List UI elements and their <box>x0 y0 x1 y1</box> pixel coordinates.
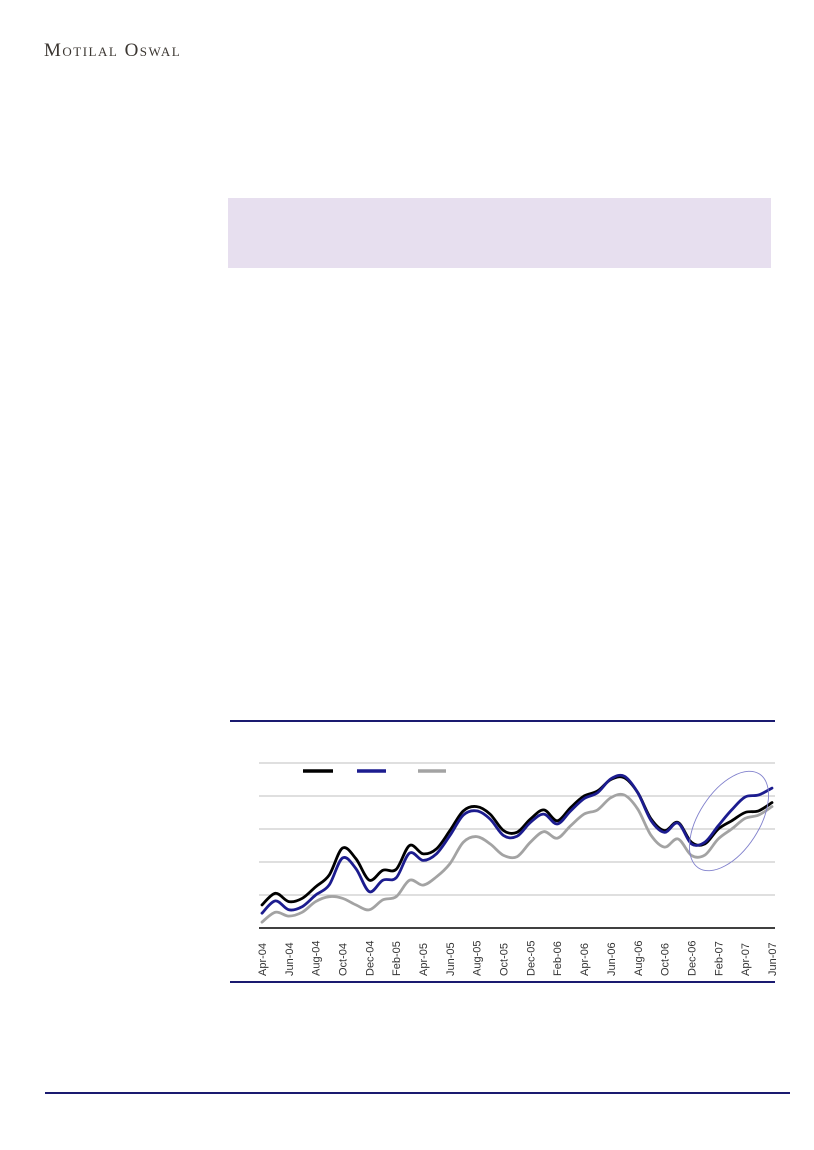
x-tick-label: Aug-05 <box>472 941 484 976</box>
x-tick-label: Dec-05 <box>525 941 537 976</box>
motilal-oswal-logo: Motilal Oswal <box>44 40 182 61</box>
x-tick-label: Apr-05 <box>418 943 430 976</box>
x-tick-label: Dec-06 <box>686 941 698 976</box>
chart-section: Apr-04 Jun-04 Aug-04 Oct-04 Dec-04 Feb-05 Apr-… <box>230 725 790 980</box>
recent-trend-ellipse-annotation <box>689 770 769 872</box>
x-tick-label: Feb-06 <box>552 941 564 976</box>
x-tick-label: Aug-04 <box>311 941 323 976</box>
series-navy-line <box>260 773 774 915</box>
x-tick-label: Apr-07 <box>740 943 752 976</box>
x-tick-label: Feb-05 <box>391 941 403 976</box>
x-tick-label: Jun-07 <box>767 942 779 976</box>
price-line-chart: Apr-04 Jun-04 Aug-04 Oct-04 Dec-04 Feb-05 Apr-… <box>257 762 779 976</box>
footer-rule <box>45 1092 790 1094</box>
x-tick-label: Oct-06 <box>660 943 672 976</box>
x-tick-label: Oct-05 <box>499 943 511 976</box>
series-gray-line <box>260 792 774 924</box>
x-tick-label: Aug-06 <box>633 941 645 976</box>
chart-bottom-rule <box>230 981 775 983</box>
chart-top-rule <box>230 720 775 722</box>
x-tick-label: Feb-07 <box>713 941 725 976</box>
x-tick-label: Dec-04 <box>364 941 376 976</box>
x-tick-label: Oct-04 <box>338 943 350 976</box>
highlight-box <box>228 198 771 268</box>
x-tick-label: Apr-06 <box>579 943 591 976</box>
x-tick-label: Jun-04 <box>284 942 296 976</box>
x-tick-label: Apr-04 <box>257 943 269 976</box>
x-tick-label: Jun-05 <box>445 942 457 976</box>
x-tick-label: Jun-06 <box>606 942 618 976</box>
